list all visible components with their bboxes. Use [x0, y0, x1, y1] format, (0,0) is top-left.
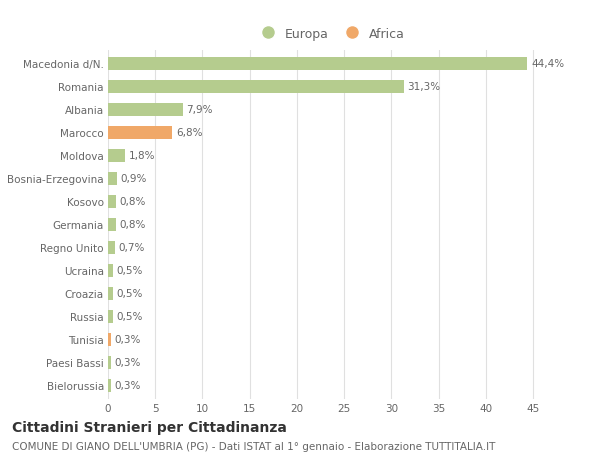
Bar	[108, 379, 111, 392]
Bar	[108, 333, 111, 347]
Text: 44,4%: 44,4%	[531, 59, 565, 69]
Text: 0,9%: 0,9%	[120, 174, 146, 184]
Bar	[108, 241, 115, 255]
Bar	[108, 172, 116, 186]
Text: 0,8%: 0,8%	[119, 197, 146, 207]
Bar	[108, 264, 113, 278]
Bar	[108, 57, 527, 71]
Text: 7,9%: 7,9%	[187, 105, 213, 115]
Text: 0,5%: 0,5%	[116, 289, 143, 299]
Text: COMUNE DI GIANO DELL'UMBRIA (PG) - Dati ISTAT al 1° gennaio - Elaborazione TUTTI: COMUNE DI GIANO DELL'UMBRIA (PG) - Dati …	[12, 441, 496, 451]
Text: Cittadini Stranieri per Cittadinanza: Cittadini Stranieri per Cittadinanza	[12, 420, 287, 434]
Text: 0,3%: 0,3%	[115, 358, 141, 368]
Text: 31,3%: 31,3%	[407, 82, 440, 92]
Bar	[108, 310, 113, 324]
Text: 0,3%: 0,3%	[115, 335, 141, 345]
Bar	[108, 195, 116, 209]
Bar	[108, 356, 111, 369]
Text: 0,8%: 0,8%	[119, 220, 146, 230]
Legend: Europa, Africa: Europa, Africa	[255, 28, 405, 41]
Bar	[108, 287, 113, 301]
Bar	[108, 126, 172, 140]
Bar	[108, 149, 125, 163]
Bar	[108, 103, 182, 117]
Text: 0,5%: 0,5%	[116, 266, 143, 276]
Text: 1,8%: 1,8%	[129, 151, 155, 161]
Text: 6,8%: 6,8%	[176, 128, 203, 138]
Bar	[108, 80, 404, 94]
Text: 0,7%: 0,7%	[118, 243, 145, 253]
Text: 0,3%: 0,3%	[115, 381, 141, 391]
Text: 0,5%: 0,5%	[116, 312, 143, 322]
Bar	[108, 218, 116, 232]
